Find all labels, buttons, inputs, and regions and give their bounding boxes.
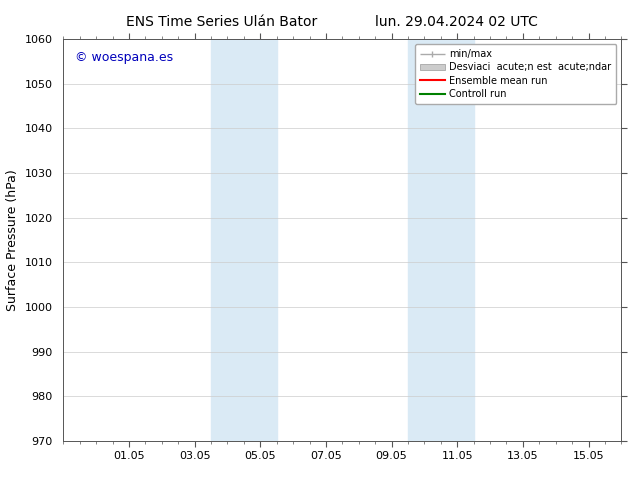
Text: © woespana.es: © woespana.es (75, 51, 172, 64)
Text: ENS Time Series Ulán Bator: ENS Time Series Ulán Bator (126, 15, 318, 29)
Y-axis label: Surface Pressure (hPa): Surface Pressure (hPa) (6, 169, 19, 311)
Text: lun. 29.04.2024 02 UTC: lun. 29.04.2024 02 UTC (375, 15, 538, 29)
Bar (211, 39, 276, 441)
Legend: min/max, Desviaci  acute;n est  acute;ndar, Ensemble mean run, Controll run: min/max, Desviaci acute;n est acute;ndar… (415, 44, 616, 104)
Bar (408, 39, 474, 441)
